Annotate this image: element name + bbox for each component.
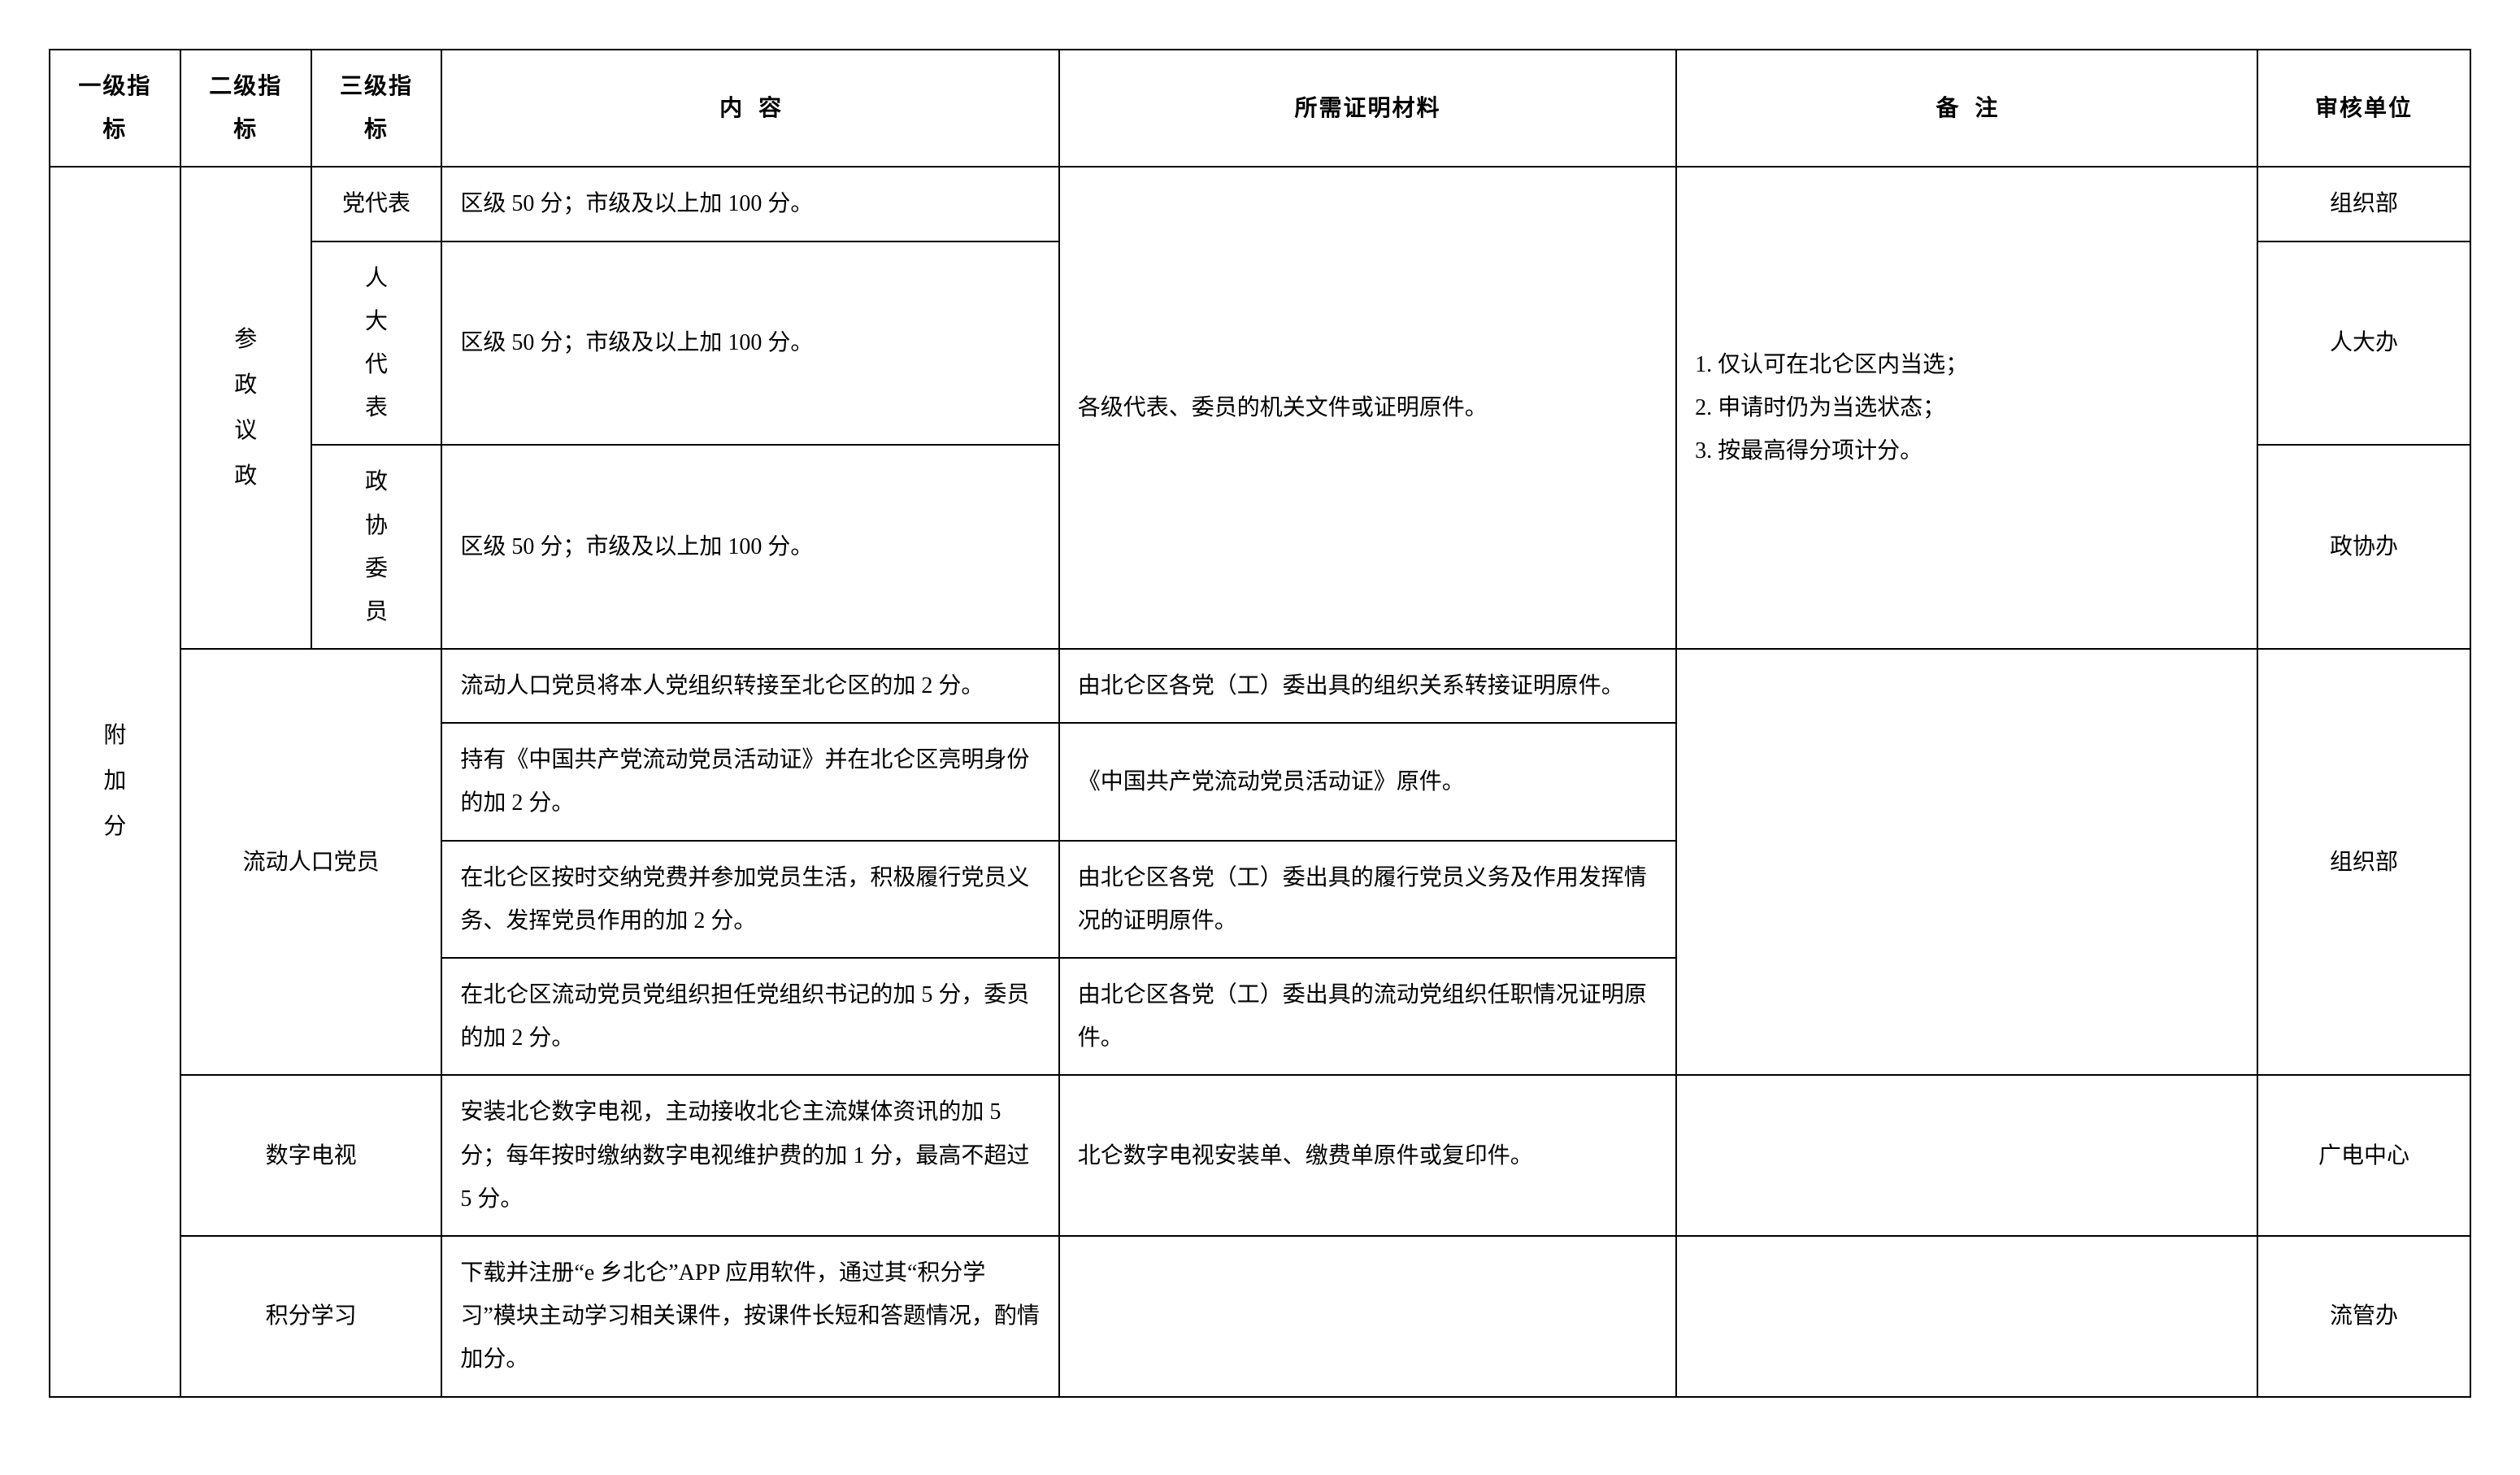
cell-material: 北仑数字电视安装单、缴费单原件或复印件。 [1059,1075,1676,1236]
cell-unit: 人大办 [2257,241,2470,446]
cell-material: 由北仑区各党（工）委出具的履行党员义务及作用发挥情况的证明原件。 [1059,841,1676,958]
cell-content: 区级 50 分；市级及以上加 100 分。 [441,167,1058,241]
cell-content: 在北仑区按时交纳党费并参加党员生活，积极履行党员义务、发挥党员作用的加 2 分。 [441,841,1058,958]
cell-unit: 流管办 [2257,1236,2470,1397]
cell-note: 1. 仅认可在北仑区内当选； 2. 申请时仍为当选状态； 3. 按最高得分项计分… [1676,167,2257,649]
hdr-l3: 三级指标 [311,50,442,167]
hdr-content: 内容 [441,50,1058,167]
header-row: 一级指标 二级指标 三级指标 内容 所需证明材料 备注 审核单位 [50,50,2470,167]
hdr-unit: 审核单位 [2257,50,2470,167]
cell-l3: 党代表 [311,167,442,241]
table-row: 流动人口党员 流动人口党员将本人党组织转接至北仑区的加 2 分。 由北仑区各党（… [50,649,2470,723]
cell-content: 安装北仑数字电视，主动接收北仑主流媒体资讯的加 5 分；每年按时缴纳数字电视维护… [441,1075,1058,1236]
cell-material: 由北仑区各党（工）委出具的组织关系转接证明原件。 [1059,649,1676,723]
hdr-l2: 二级指标 [180,50,311,167]
cell-note [1676,649,2257,1075]
l2-text: 参政议政 [234,317,257,499]
cell-content: 在北仑区流动党员党组织担任党组织书记的加 5 分，委员的加 2 分。 [441,958,1058,1075]
cell-unit: 组织部 [2257,649,2470,1075]
cell-note [1676,1236,2257,1397]
scoring-table: 一级指标 二级指标 三级指标 内容 所需证明材料 备注 审核单位 附加分 参政议… [49,49,2471,1398]
cell-l3: 政协委员 [311,445,442,649]
cell-unit: 广电中心 [2257,1075,2470,1236]
table-row: 附加分 参政议政 党代表 区级 50 分；市级及以上加 100 分。 各级代表、… [50,167,2470,241]
hdr-note: 备注 [1676,50,2257,167]
cell-content: 区级 50 分；市级及以上加 100 分。 [441,445,1058,649]
cell-content: 持有《中国共产党流动党员活动证》并在北仑区亮明身份的加 2 分。 [441,723,1058,840]
cell-l3: 人大代表 [311,241,442,446]
cell-material [1059,1236,1676,1397]
cell-l2-groupA: 参政议政 [180,167,311,649]
cell-material: 由北仑区各党（工）委出具的流动党组织任职情况证明原件。 [1059,958,1676,1075]
cell-material: 《中国共产党流动党员活动证》原件。 [1059,723,1676,840]
table-row: 数字电视 安装北仑数字电视，主动接收北仑主流媒体资讯的加 5 分；每年按时缴纳数… [50,1075,2470,1236]
cell-l2-rowC: 数字电视 [180,1075,442,1236]
cell-content: 区级 50 分；市级及以上加 100 分。 [441,241,1058,446]
cell-content: 流动人口党员将本人党组织转接至北仑区的加 2 分。 [441,649,1058,723]
hdr-material: 所需证明材料 [1059,50,1676,167]
cell-content: 下载并注册“e 乡北仑”APP 应用软件，通过其“积分学习”模块主动学习相关课件… [441,1236,1058,1397]
hdr-l1: 一级指标 [50,50,180,167]
cell-unit: 政协办 [2257,445,2470,649]
cell-unit: 组织部 [2257,167,2470,241]
cell-l1: 附加分 [50,167,180,1396]
cell-material: 各级代表、委员的机关文件或证明原件。 [1059,167,1676,649]
l1-text: 附加分 [103,713,126,850]
cell-note [1676,1075,2257,1236]
cell-l2-rowD: 积分学习 [180,1236,442,1397]
table-row: 积分学习下载并注册“e 乡北仑”APP 应用软件，通过其“积分学习”模块主动学习… [50,1236,2470,1397]
cell-l2-groupB: 流动人口党员 [180,649,442,1075]
